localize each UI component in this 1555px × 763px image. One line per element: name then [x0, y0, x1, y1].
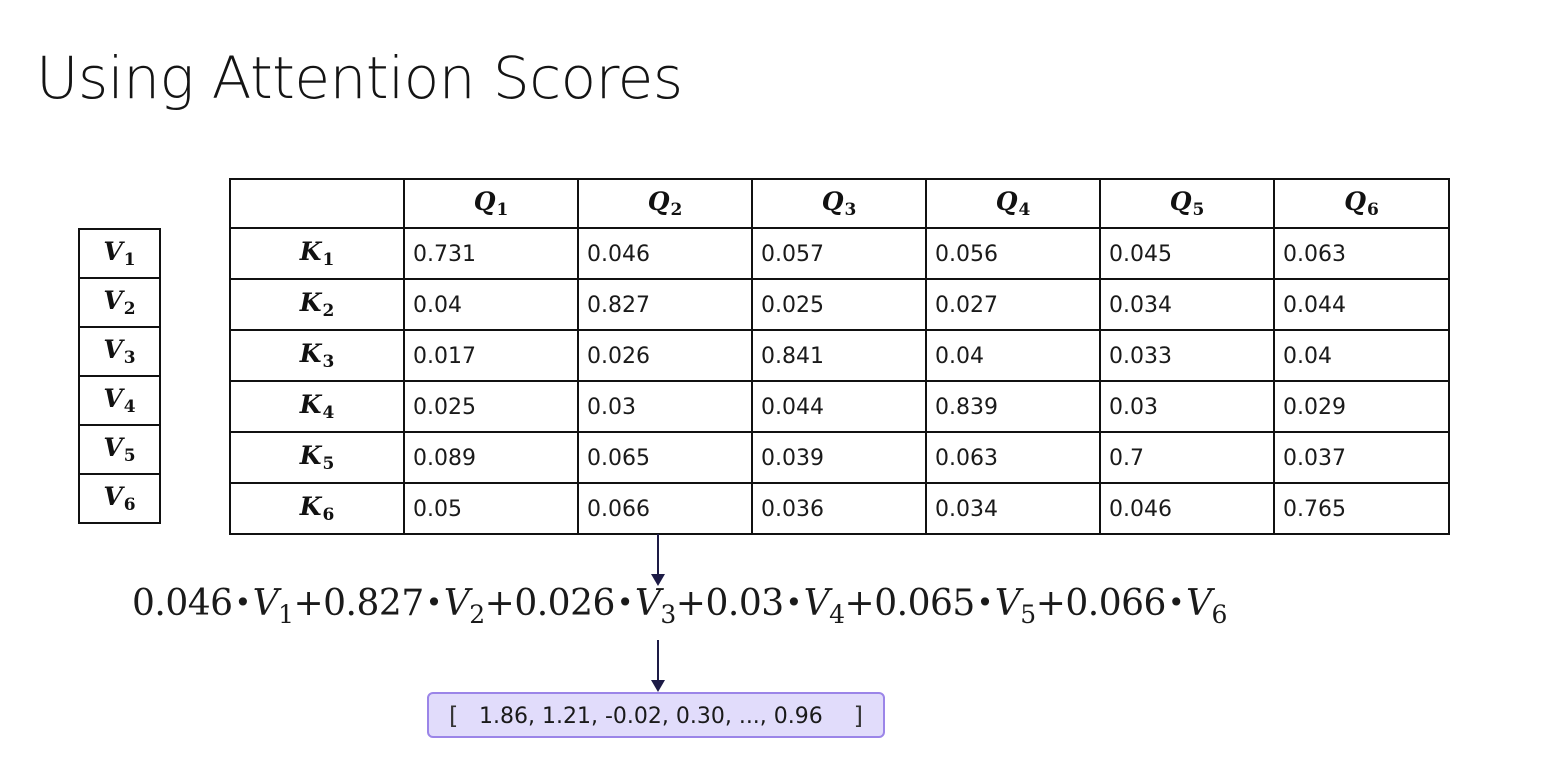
- formula-term: 0.065•V5: [874, 583, 1036, 629]
- score-cell: 0.025: [403, 380, 579, 433]
- table-header-row: Q1 Q2 Q3 Q4 Q5 Q6: [229, 178, 1450, 229]
- score-cell: 0.827: [577, 278, 753, 331]
- table-row: K3 0.017 0.026 0.841 0.04 0.033 0.04: [229, 329, 1450, 382]
- query-header: Q5: [1099, 178, 1275, 229]
- formula-term: 0.046•V1: [132, 583, 294, 629]
- score-cell: 0.025: [751, 278, 927, 331]
- score-cell: 0.839: [925, 380, 1101, 433]
- score-cell: 0.039: [751, 431, 927, 484]
- query-header: Q3: [751, 178, 927, 229]
- key-label: K1: [229, 227, 405, 280]
- down-arrow-icon: [648, 640, 668, 692]
- header-corner-cell: [229, 178, 405, 229]
- slide-title: Using Attention Scores: [36, 44, 683, 112]
- score-cell: 0.044: [751, 380, 927, 433]
- score-cell: 0.037: [1273, 431, 1450, 484]
- score-cell: 0.063: [1273, 227, 1450, 280]
- table-row: K4 0.025 0.03 0.044 0.839 0.03 0.029: [229, 380, 1450, 433]
- score-cell: 0.063: [925, 431, 1101, 484]
- query-header: Q1: [403, 178, 579, 229]
- query-header: Q6: [1273, 178, 1450, 229]
- value-label: V3: [78, 326, 161, 377]
- output-vector-values: 1.86, 1.21, -0.02, 0.30, ..., 0.96: [479, 704, 823, 729]
- attention-scores-table: Q1 Q2 Q3 Q4 Q5 Q6 K1 0.731 0.046 0.057 0…: [229, 178, 1450, 535]
- score-cell: 0.05: [403, 482, 579, 535]
- key-label: K2: [229, 278, 405, 331]
- table-row: K5 0.089 0.065 0.039 0.063 0.7 0.037: [229, 431, 1450, 484]
- score-cell: 0.04: [925, 329, 1101, 382]
- score-cell: 0.731: [403, 227, 579, 280]
- formula-term: 0.827•V2: [323, 583, 485, 629]
- value-label: V1: [78, 228, 161, 279]
- score-cell: 0.034: [1099, 278, 1275, 331]
- key-label: K3: [229, 329, 405, 382]
- score-cell: 0.029: [1273, 380, 1450, 433]
- score-cell: 0.036: [751, 482, 927, 535]
- formula-term: 0.03•V4: [705, 583, 845, 629]
- formula-term: 0.026•V3: [514, 583, 676, 629]
- score-cell: 0.04: [1273, 329, 1450, 382]
- value-vectors-column: V1 V2 V3 V4 V5 V6: [78, 228, 161, 524]
- score-cell: 0.033: [1099, 329, 1275, 382]
- score-cell: 0.017: [403, 329, 579, 382]
- key-label: K4: [229, 380, 405, 433]
- query-header: Q2: [577, 178, 753, 229]
- score-cell: 0.765: [1273, 482, 1450, 535]
- score-cell: 0.026: [577, 329, 753, 382]
- score-cell: 0.065: [577, 431, 753, 484]
- formula-term: 0.066•V6: [1065, 583, 1227, 629]
- score-cell: 0.046: [577, 227, 753, 280]
- table-row: K2 0.04 0.827 0.025 0.027 0.034 0.044: [229, 278, 1450, 331]
- weighted-sum-formula: 0.046•V1+0.827•V2+0.026•V3+0.03•V4+0.065…: [132, 583, 1227, 629]
- key-label: K6: [229, 482, 405, 535]
- score-cell: 0.04: [403, 278, 579, 331]
- value-label: V2: [78, 277, 161, 328]
- score-cell: 0.044: [1273, 278, 1450, 331]
- score-cell: 0.057: [751, 227, 927, 280]
- score-cell: 0.03: [577, 380, 753, 433]
- score-cell: 0.045: [1099, 227, 1275, 280]
- score-cell: 0.7: [1099, 431, 1275, 484]
- score-cell: 0.034: [925, 482, 1101, 535]
- table-row: K6 0.05 0.066 0.036 0.034 0.046 0.765: [229, 482, 1450, 535]
- down-arrow-icon: [648, 534, 668, 586]
- key-label: K5: [229, 431, 405, 484]
- value-label: V4: [78, 375, 161, 426]
- value-label: V6: [78, 473, 161, 524]
- close-bracket: ]: [853, 702, 863, 730]
- table-row: K1 0.731 0.046 0.057 0.056 0.045 0.063: [229, 227, 1450, 280]
- score-cell: 0.03: [1099, 380, 1275, 433]
- score-cell: 0.066: [577, 482, 753, 535]
- score-cell: 0.056: [925, 227, 1101, 280]
- score-cell: 0.841: [751, 329, 927, 382]
- open-bracket: [: [449, 702, 459, 730]
- value-label: V5: [78, 424, 161, 475]
- query-header: Q4: [925, 178, 1101, 229]
- score-cell: 0.046: [1099, 482, 1275, 535]
- score-cell: 0.089: [403, 431, 579, 484]
- output-vector-box: [ 1.86, 1.21, -0.02, 0.30, ..., 0.96 ]: [427, 692, 885, 738]
- score-cell: 0.027: [925, 278, 1101, 331]
